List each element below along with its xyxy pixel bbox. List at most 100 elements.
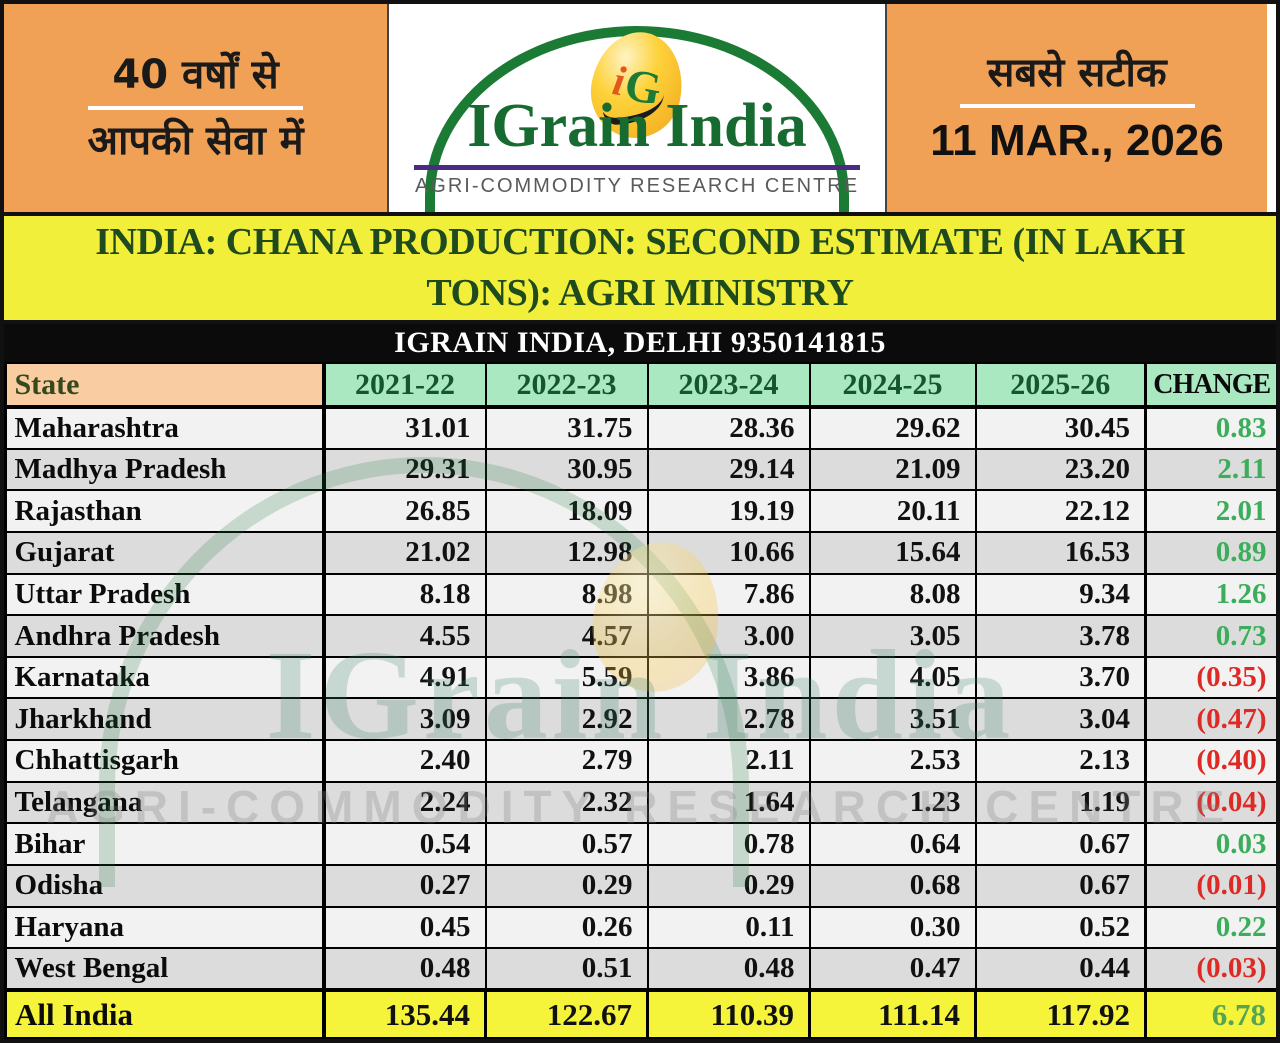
table-row: Uttar Pradesh 8.18 8.98 7.86 8.08 9.34 1.26 bbox=[4, 572, 1276, 617]
value-cell: 7.86 bbox=[646, 572, 811, 617]
value-cell: 30.45 bbox=[974, 406, 1147, 450]
header-right-gap bbox=[1267, 4, 1276, 212]
value-cell: 4.57 bbox=[484, 614, 649, 658]
value-cell: 4.55 bbox=[322, 614, 487, 658]
change-cell: 1.26 bbox=[1144, 572, 1276, 617]
value-cell: 0.51 bbox=[484, 947, 649, 991]
value-cell: 2.11 bbox=[646, 739, 811, 783]
total-change-cell: 6.78 bbox=[1144, 988, 1276, 1039]
header-right-panel: सबसे सटीक 11 MAR., 2026 bbox=[887, 4, 1267, 212]
value-cell: 2.78 bbox=[646, 697, 811, 742]
table-row: Bihar 0.54 0.57 0.78 0.64 0.67 0.03 bbox=[4, 822, 1276, 867]
value-cell: 0.45 bbox=[322, 905, 487, 950]
production-table-wrap: State 2021-22 2022-23 2023-24 2024-25 2025-26… bbox=[4, 362, 1276, 1039]
value-cell: 3.00 bbox=[646, 614, 811, 658]
total-value-cell: 135.44 bbox=[322, 988, 487, 1039]
change-cell: (0.40) bbox=[1144, 739, 1276, 783]
value-cell: 1.19 bbox=[974, 780, 1147, 825]
value-cell: 0.48 bbox=[646, 947, 811, 991]
value-cell: 0.30 bbox=[808, 905, 977, 950]
value-cell: 3.86 bbox=[646, 655, 811, 700]
table-total-row: All India 135.44 122.67 110.39 111.14 117.92 6… bbox=[4, 988, 1276, 1039]
value-cell: 15.64 bbox=[808, 530, 977, 575]
change-cell: (0.35) bbox=[1144, 655, 1276, 700]
state-cell: Bihar bbox=[4, 822, 326, 867]
subtitle-contact: IGRAIN INDIA, DELHI 9350141815 bbox=[394, 326, 886, 359]
value-cell: 0.67 bbox=[974, 822, 1147, 867]
value-cell: 1.64 bbox=[646, 780, 811, 825]
value-cell: 0.27 bbox=[322, 864, 487, 908]
table-row: Karnataka 4.91 5.59 3.86 4.05 3.70 (0.35) bbox=[4, 655, 1276, 700]
change-cell: 0.73 bbox=[1144, 614, 1276, 658]
value-cell: 0.57 bbox=[484, 822, 649, 867]
table-row: Maharashtra 31.01 31.75 28.36 29.62 30.45 0.83 bbox=[4, 406, 1276, 450]
value-cell: 3.05 bbox=[808, 614, 977, 658]
value-cell: 3.70 bbox=[974, 655, 1147, 700]
value-cell: 2.79 bbox=[484, 739, 649, 783]
value-cell: 2.24 bbox=[322, 780, 487, 825]
value-cell: 8.18 bbox=[322, 572, 487, 617]
table-row: Odisha 0.27 0.29 0.29 0.68 0.67 (0.01) bbox=[4, 864, 1276, 908]
state-cell: Haryana bbox=[4, 905, 326, 950]
value-cell: 3.51 bbox=[808, 697, 977, 742]
header-banner: 40 वर्षों से आपकी सेवा में i G IGrain In… bbox=[4, 4, 1276, 216]
state-cell: Gujarat bbox=[4, 530, 326, 575]
change-cell: (0.47) bbox=[1144, 697, 1276, 742]
header-left-panel: 40 वर्षों से आपकी सेवा में bbox=[4, 4, 387, 212]
state-cell: Andhra Pradesh bbox=[4, 614, 326, 658]
header-left-line1: 40 वर्षों से bbox=[112, 52, 279, 98]
change-cell: 2.01 bbox=[1144, 489, 1276, 533]
value-cell: 29.31 bbox=[322, 447, 487, 492]
table-row: Haryana 0.45 0.26 0.11 0.30 0.52 0.22 bbox=[4, 905, 1276, 950]
header-right-divider bbox=[959, 104, 1195, 108]
value-cell: 30.95 bbox=[484, 447, 649, 492]
header-left-line2: आपकी सेवा में bbox=[87, 118, 304, 164]
total-value-cell: 122.67 bbox=[484, 988, 649, 1039]
subtitle-band: IGRAIN INDIA, DELHI 9350141815 bbox=[4, 324, 1276, 362]
logo-tagline: AGRI-COMMODITY RESEARCH CENTRE bbox=[414, 175, 860, 197]
value-cell: 2.32 bbox=[484, 780, 649, 825]
table-row: Jharkhand 3.09 2.92 2.78 3.51 3.04 (0.47) bbox=[4, 697, 1276, 742]
value-cell: 0.54 bbox=[322, 822, 487, 867]
logo: i G IGrain India AGRI-COMMODITY RESEARCH… bbox=[387, 4, 887, 212]
table-row: Telangana 2.24 2.32 1.64 1.23 1.19 (0.04) bbox=[4, 780, 1276, 825]
change-cell: 0.03 bbox=[1144, 822, 1276, 867]
col-header-year: 2022-23 bbox=[484, 362, 649, 409]
col-header-year: 2023-24 bbox=[646, 362, 811, 409]
value-cell: 0.67 bbox=[974, 864, 1147, 908]
total-value-cell: 117.92 bbox=[974, 988, 1147, 1039]
title-band: INDIA: CHANA PRODUCTION: SECOND ESTIMATE… bbox=[4, 216, 1276, 324]
value-cell: 3.09 bbox=[322, 697, 487, 742]
state-cell: West Bengal bbox=[4, 947, 326, 991]
value-cell: 23.20 bbox=[974, 447, 1147, 492]
value-cell: 0.47 bbox=[808, 947, 977, 991]
value-cell: 0.44 bbox=[974, 947, 1147, 991]
table-row: Rajasthan 26.85 18.09 19.19 20.11 22.12 2.01 bbox=[4, 489, 1276, 533]
value-cell: 0.68 bbox=[808, 864, 977, 908]
col-header-year: 2021-22 bbox=[322, 362, 487, 409]
state-cell: Odisha bbox=[4, 864, 326, 908]
value-cell: 0.29 bbox=[484, 864, 649, 908]
state-cell: Uttar Pradesh bbox=[4, 572, 326, 617]
value-cell: 29.14 bbox=[646, 447, 811, 492]
table-row: Chhattisgarh 2.40 2.79 2.11 2.53 2.13 (0.40) bbox=[4, 739, 1276, 783]
state-cell: Karnataka bbox=[4, 655, 326, 700]
value-cell: 0.78 bbox=[646, 822, 811, 867]
value-cell: 2.53 bbox=[808, 739, 977, 783]
change-cell: (0.01) bbox=[1144, 864, 1276, 908]
table-row: West Bengal 0.48 0.51 0.48 0.47 0.44 (0.03) bbox=[4, 947, 1276, 991]
header-left-divider bbox=[88, 106, 303, 110]
total-value-cell: 111.14 bbox=[808, 988, 977, 1039]
table-row: Madhya Pradesh 29.31 30.95 29.14 21.09 23.20 2… bbox=[4, 447, 1276, 492]
value-cell: 20.11 bbox=[808, 489, 977, 533]
value-cell: 22.12 bbox=[974, 489, 1147, 533]
value-cell: 4.05 bbox=[808, 655, 977, 700]
value-cell: 0.26 bbox=[484, 905, 649, 950]
state-cell: Telangana bbox=[4, 780, 326, 825]
value-cell: 4.91 bbox=[322, 655, 487, 700]
logo-rule bbox=[413, 165, 861, 170]
value-cell: 21.09 bbox=[808, 447, 977, 492]
value-cell: 31.75 bbox=[484, 406, 649, 450]
value-cell: 0.64 bbox=[808, 822, 977, 867]
